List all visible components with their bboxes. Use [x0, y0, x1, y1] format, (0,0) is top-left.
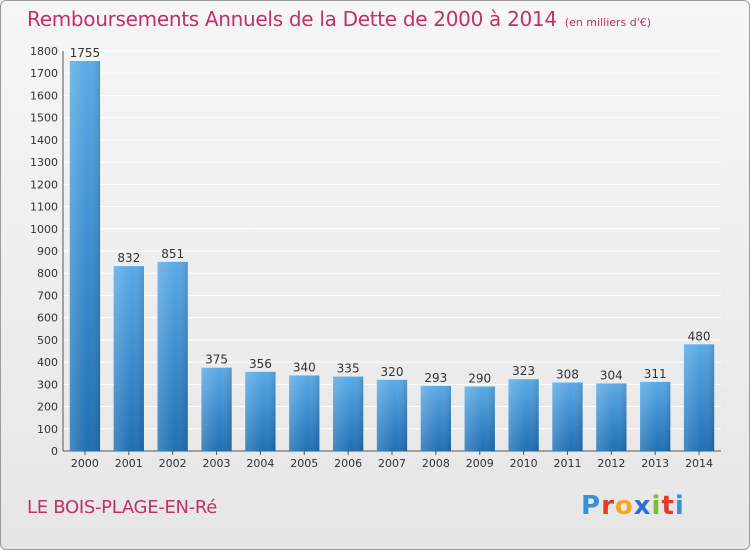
data-label: 480 — [688, 329, 711, 343]
chart-title-text: Remboursements Annuels de la Dette de 20… — [27, 7, 557, 31]
x-tick-label: 2012 — [597, 457, 625, 470]
bar-shade — [420, 385, 452, 451]
logo-letter: r — [601, 491, 615, 521]
x-tick-label: 2014 — [685, 457, 713, 470]
y-tick-label: 0 — [51, 445, 58, 458]
bar-shade — [245, 371, 276, 451]
logo-letter: t — [661, 491, 675, 521]
y-tick-label: 800 — [37, 267, 58, 280]
x-tick-label: 2008 — [422, 457, 450, 470]
bar-shade — [113, 266, 144, 451]
bar-shade — [69, 61, 101, 451]
logo-letter: i — [674, 491, 685, 521]
data-label: 308 — [556, 368, 579, 382]
commune-name: LE BOIS-PLAGE-EN-Ré — [27, 497, 218, 518]
proxiti-logo[interactable]: Proxiti — [581, 491, 685, 521]
logo-letter: o — [614, 491, 634, 521]
bar-shade — [464, 386, 495, 451]
bar-shade — [157, 261, 188, 451]
data-label: 293 — [424, 371, 447, 385]
y-tick-label: 600 — [37, 312, 58, 325]
y-tick-label: 500 — [37, 334, 58, 347]
unit-note: (en milliers d'€) — [564, 16, 652, 29]
x-tick-label: 2007 — [378, 457, 406, 470]
data-label: 320 — [381, 365, 404, 379]
y-tick-label: 300 — [37, 378, 58, 391]
data-label: 290 — [468, 372, 491, 386]
x-tick-label: 2013 — [641, 457, 669, 470]
x-tick-label: 2004 — [246, 457, 274, 470]
data-label: 311 — [644, 367, 667, 381]
x-tick-label: 2005 — [290, 457, 318, 470]
bars — [69, 61, 715, 451]
data-label: 304 — [600, 368, 623, 382]
logo-letter: x — [633, 491, 652, 521]
y-tick-label: 1000 — [30, 223, 58, 236]
x-tick-label: 2000 — [71, 457, 99, 470]
y-tick-label: 1400 — [30, 134, 58, 147]
y-tick-label: 900 — [37, 245, 58, 258]
x-tick-labels: 2000 2001 2002 2003 2004 2005 2006 2007 2008 2009… — [71, 451, 713, 470]
data-labels: 1755 832 851 375 356 340 335 320 293 290 323 308 304… — [70, 46, 711, 386]
logo-letter: i — [651, 491, 662, 521]
y-tick-label: 1100 — [30, 201, 58, 214]
x-tick-label: 2002 — [159, 457, 187, 470]
y-tick-label: 1700 — [30, 67, 58, 80]
x-tick-label: 2010 — [510, 457, 538, 470]
y-tick-label: 100 — [37, 423, 58, 436]
data-label: 335 — [337, 362, 360, 376]
chart-title: Remboursements Annuels de la Dette de 20… — [27, 7, 651, 31]
x-tick-label: 2009 — [466, 457, 494, 470]
x-tick-label: 2003 — [203, 457, 231, 470]
data-label: 356 — [249, 357, 272, 371]
data-label: 1755 — [70, 46, 101, 60]
bar-shade — [552, 382, 583, 451]
bar-shade — [289, 375, 320, 451]
y-tick-label: 1800 — [30, 45, 58, 58]
data-label: 323 — [512, 364, 535, 378]
x-tick-label: 2001 — [115, 457, 143, 470]
y-tick-label: 1300 — [30, 156, 58, 169]
bar-shade — [201, 367, 232, 451]
bar-shade — [596, 383, 627, 451]
bar-shade — [640, 381, 671, 451]
y-tick-label: 1500 — [30, 112, 58, 125]
data-label: 375 — [205, 353, 228, 367]
bar-shade — [332, 376, 364, 451]
y-tick-label: 1200 — [30, 178, 58, 191]
y-tick-label: 400 — [37, 356, 58, 369]
logo-letter: P — [581, 491, 602, 521]
data-label: 851 — [161, 247, 184, 261]
bar-shade — [508, 379, 539, 451]
x-tick-label: 2006 — [334, 457, 362, 470]
data-label: 832 — [117, 251, 140, 265]
y-tick-label: 200 — [37, 401, 58, 414]
data-label: 340 — [293, 360, 316, 374]
x-tick-label: 2011 — [553, 457, 581, 470]
bar-shade — [683, 344, 715, 451]
bar-shade — [376, 379, 408, 451]
y-tick-labels: 0 100 200 300 400 500 600 700 800 900 1000 1100 1200… — [30, 45, 58, 458]
y-tick-label: 1600 — [30, 89, 58, 102]
y-tick-label: 700 — [37, 289, 58, 302]
